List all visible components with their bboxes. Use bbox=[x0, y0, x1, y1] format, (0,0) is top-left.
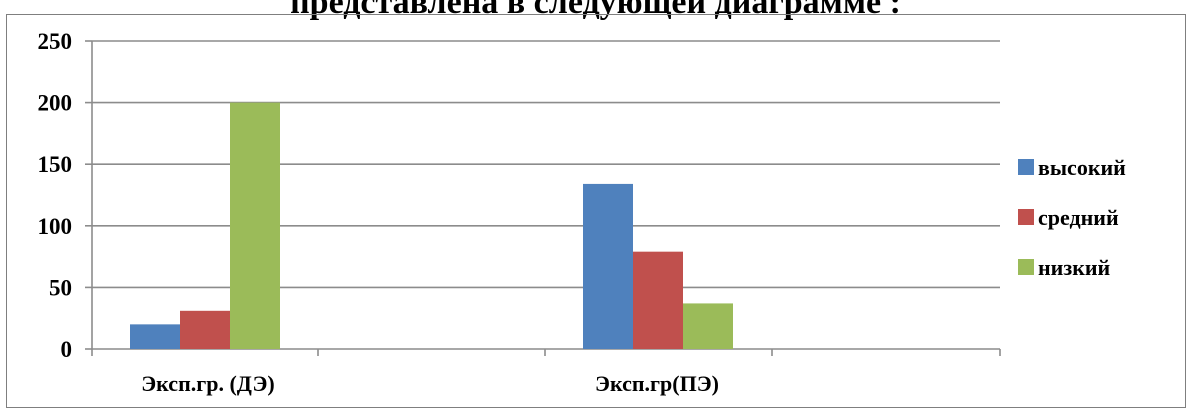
legend-label: низкий bbox=[1038, 255, 1111, 280]
y-tick-label: 250 bbox=[38, 29, 73, 54]
axes bbox=[85, 40, 1001, 356]
gridlines bbox=[92, 40, 1000, 289]
bar-высокий bbox=[130, 324, 180, 349]
y-tick-label: 200 bbox=[38, 91, 73, 116]
y-tick-label: 150 bbox=[38, 152, 73, 177]
legend-label: высокий bbox=[1038, 155, 1126, 180]
x-category-label: Эксп.гр(ПЭ) bbox=[595, 371, 719, 396]
y-tick-label: 50 bbox=[49, 275, 72, 300]
y-tick-label: 0 bbox=[61, 337, 73, 362]
legend-label: средний bbox=[1038, 205, 1119, 230]
bar-средний bbox=[633, 251, 683, 349]
bar-низкий bbox=[230, 102, 280, 349]
legend-swatch bbox=[1018, 259, 1034, 275]
legend-swatch bbox=[1018, 209, 1034, 225]
y-tick-label: 100 bbox=[38, 214, 73, 239]
bars bbox=[130, 102, 733, 349]
x-category-labels: Эксп.гр. (ДЭ) Эксп.гр(ПЭ) bbox=[141, 371, 719, 396]
chart-frame bbox=[6, 14, 1186, 408]
bar-средний bbox=[180, 310, 230, 349]
legend-swatch bbox=[1018, 159, 1034, 175]
bar-высокий bbox=[583, 183, 633, 349]
bar-низкий bbox=[683, 303, 733, 349]
x-category-label: Эксп.гр. (ДЭ) bbox=[141, 371, 274, 396]
y-tick-labels: 0 50 100 150 200 250 bbox=[38, 29, 73, 362]
legend: высокий средний низкий bbox=[1018, 155, 1126, 280]
